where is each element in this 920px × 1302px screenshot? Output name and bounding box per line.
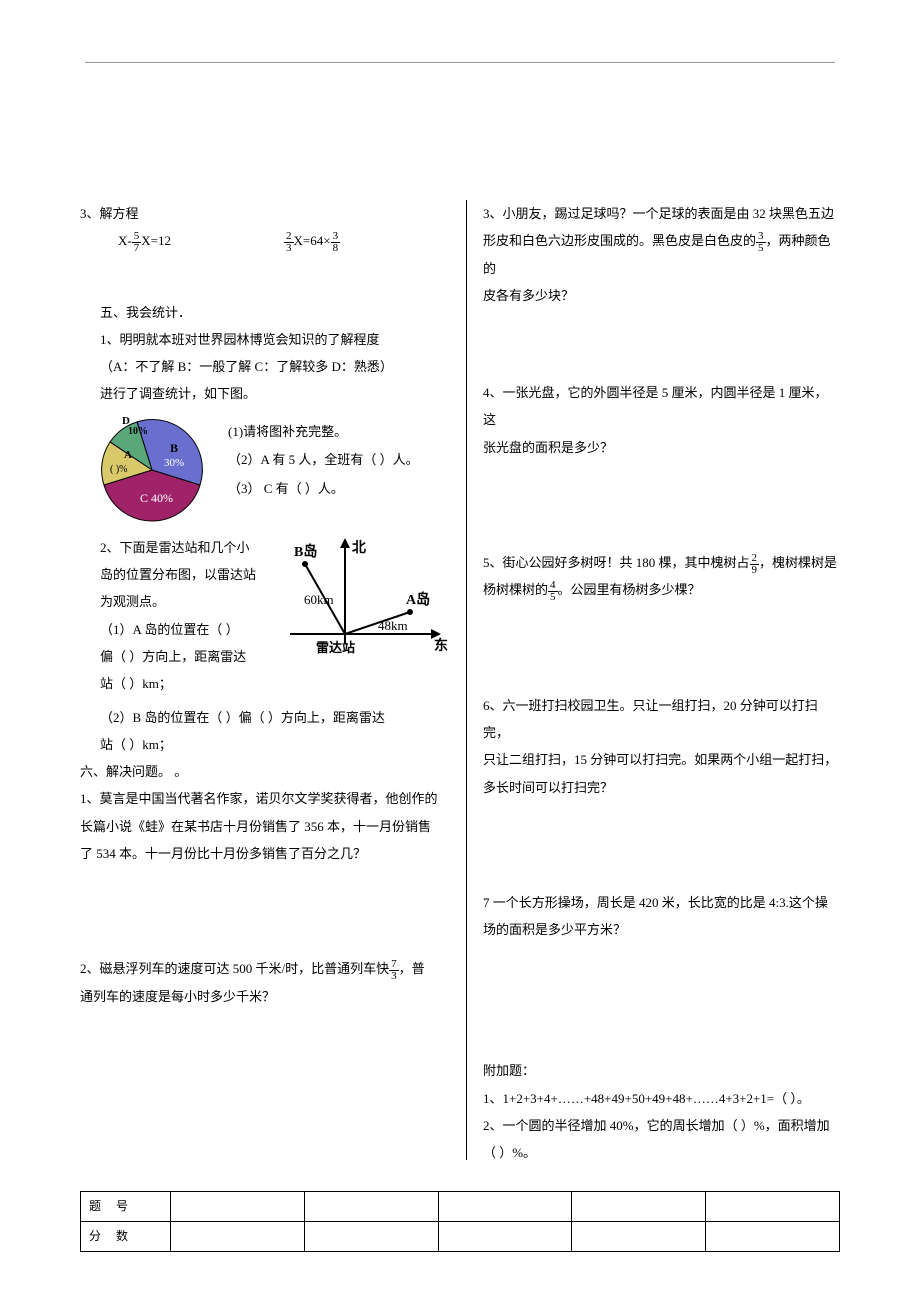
table-cell	[572, 1221, 706, 1251]
pie-chart-block: B 30% C 40% 10% D A ( )% (1)请将图补充完整。 （2）…	[94, 414, 450, 524]
s5-2-2b: 站（ ）km；	[100, 731, 450, 758]
pie-questions: (1)请将图补充完整。 （2）A 有 5 人，全班有（ ）人。 （3） C 有（…	[228, 414, 419, 504]
radar-block: 2、下面是雷达站和几个小 岛的位置分布图，以雷达站 为观测点。 （1）A 岛的位…	[80, 534, 450, 698]
s6-2a: 2、磁悬浮列车的速度可达 500 千米/时，比普通列车快	[80, 961, 389, 976]
table-cell	[572, 1191, 706, 1221]
table-cell	[171, 1221, 305, 1251]
right-column: 3、小朋友，踢过足球吗？一个足球的表面是由 32 块黑色五边 形皮和白色六边形皮…	[467, 200, 840, 1167]
s6-2: 2、磁悬浮列车的速度可达 500 千米/时，比普通列车快73，普	[80, 955, 450, 982]
r3b: 形皮和白色六边形皮围成的。黑色皮是白色皮的	[483, 233, 756, 248]
eq1-pre: X-	[118, 233, 132, 248]
equation-row: X-57X=12 23X=64×38	[80, 227, 450, 254]
svg-text:C 40%: C 40%	[140, 491, 173, 505]
svg-text:48km: 48km	[378, 618, 408, 633]
pie-chart-icon: B 30% C 40% 10% D A ( )%	[94, 414, 214, 524]
eq1-post: X=12	[141, 233, 171, 248]
left-column: 3、解方程 X-57X=12 23X=64×38 五、我会统计． 1、明明就本班…	[80, 200, 466, 1167]
table-cell	[304, 1221, 438, 1251]
r5d: 。公园里有杨树多少棵？	[558, 582, 701, 597]
q3-title: 3、解方程	[80, 200, 450, 227]
radar-text: 2、下面是雷达站和几个小 岛的位置分布图，以雷达站 为观测点。 （1）A 岛的位…	[100, 534, 260, 698]
r4a: 4、一张光盘，它的外圆半径是 5 厘米，内圆半径是 1 厘米，这	[483, 379, 840, 434]
s6-2c: 通列车的速度是每小时多少千米？	[80, 983, 450, 1010]
svg-text:A: A	[124, 449, 132, 461]
r7b: 场的面积是多少平方米？	[483, 916, 840, 943]
s5-2c: 为观测点。	[100, 588, 260, 615]
fraction-icon: 73	[389, 959, 399, 982]
s5-2b: 岛的位置分布图，以雷达站	[100, 561, 260, 588]
svg-text:( )%: ( )%	[110, 464, 128, 475]
svg-text:30%: 30%	[164, 457, 184, 469]
sec5-title: 五、我会统计．	[100, 299, 450, 326]
table-row: 分 数	[81, 1221, 840, 1251]
svg-text:东: 东	[434, 637, 448, 654]
r5a: 5、街心公园好多树呀！共 180 棵，其中槐树占	[483, 555, 750, 570]
svg-text:B: B	[170, 441, 178, 455]
s6-1c: 了 534 本。十一月份比十月份多销售了百分之几？	[80, 840, 450, 867]
section-5: 五、我会统计． 1、明明就本班对世界园林博览会知识的了解程度 （A：不了解 B：…	[80, 299, 450, 408]
svg-text:A岛: A岛	[406, 591, 430, 608]
pie-q3: （3） C 有（ ）人。	[228, 475, 419, 504]
score-table: 题 号 分 数	[80, 1191, 840, 1252]
s5-2-1b: 偏（ ）方向上，距离雷达	[100, 643, 260, 670]
two-column-layout: 3、解方程 X-57X=12 23X=64×38 五、我会统计． 1、明明就本班…	[80, 200, 840, 1167]
r6b: 只让二组打扫，15 分钟可以打扫完。如果两个小组一起打扫，	[483, 746, 840, 773]
svg-text:10%: 10%	[128, 426, 148, 437]
r4b: 张光盘的面积是多少？	[483, 434, 840, 461]
s6-2b: ，普	[399, 961, 425, 976]
table-cell	[438, 1221, 572, 1251]
eq2-mid: X=64×	[294, 233, 331, 248]
extra1: 1、1+2+3+4+……+48+49+50+49+48+……4+3+2+1=（ …	[483, 1085, 840, 1112]
s5-2a: 2、下面是雷达站和几个小	[100, 534, 260, 561]
r3d: 皮各有多少块？	[483, 282, 840, 309]
extra2a: 2、一个圆的半径增加 40%，它的周长增加（ ）%，面积增加	[483, 1112, 840, 1139]
sec6-title: 六、解决问题。 。	[80, 758, 450, 785]
s5-line3: 进行了调查统计，如下图。	[100, 380, 450, 407]
radar-map-icon: B岛 北 A岛 东 雷达站 60km 48km	[260, 534, 450, 684]
extra2b: （ ）%。	[483, 1139, 840, 1166]
svg-text:60km: 60km	[304, 592, 334, 607]
r6a: 6、六一班打扫校园卫生。只让一组打扫，20 分钟可以打扫完，	[483, 692, 840, 747]
equation-2: 23X=64×38	[284, 227, 450, 254]
row-label: 题 号	[81, 1191, 171, 1221]
extra-title: 附加题：	[483, 1057, 840, 1084]
table-row: 题 号	[81, 1191, 840, 1221]
table-cell	[706, 1191, 840, 1221]
r3a: 3、小朋友，踢过足球吗？一个足球的表面是由 32 块黑色五边	[483, 200, 840, 227]
r5b: ，槐树棵树是	[759, 555, 837, 570]
row-label: 分 数	[81, 1221, 171, 1251]
s6-1a: 1、莫言是中国当代著名作家，诺贝尔文学奖获得者，他创作的	[80, 785, 450, 812]
r5-line1: 5、街心公园好多树呀！共 180 棵，其中槐树占29，槐树棵树是	[483, 549, 840, 576]
pie-q2: （2）A 有 5 人，全班有（ ）人。	[228, 446, 419, 475]
table-cell	[438, 1191, 572, 1221]
table-cell	[171, 1191, 305, 1221]
r3-line2: 形皮和白色六边形皮围成的。黑色皮是白色皮的35，两种颜色的	[483, 227, 840, 282]
s5-line1: 1、明明就本班对世界园林博览会知识的了解程度	[100, 326, 450, 353]
equation-1: X-57X=12	[118, 227, 284, 254]
fraction-icon: 57	[132, 231, 142, 254]
s6-1b: 长篇小说《蛙》在某书店十月份销售了 356 本，十一月份销售	[80, 813, 450, 840]
fraction-icon: 45	[548, 580, 558, 603]
s5-2-1a: （1）A 岛的位置在（ ）	[100, 616, 260, 643]
r6c: 多长时间可以打扫完？	[483, 774, 840, 801]
r5c: 杨树棵树的	[483, 582, 548, 597]
r5-line2: 杨树棵树的45。公园里有杨树多少棵？	[483, 576, 840, 603]
svg-text:B岛: B岛	[294, 543, 317, 560]
s5-2-2: （2）B 岛的位置在（ ）偏（ ）方向上，距离雷达	[100, 704, 450, 731]
fraction-icon: 38	[331, 231, 341, 254]
svg-text:北: 北	[352, 540, 366, 556]
fraction-icon: 29	[750, 553, 760, 576]
r7a: 7 一个长方形操场，周长是 420 米，长比宽的比是 4:3.这个操	[483, 889, 840, 916]
svg-text:D: D	[122, 415, 130, 427]
table-cell	[706, 1221, 840, 1251]
table-cell	[304, 1191, 438, 1221]
pie-q1: (1)请将图补充完整。	[228, 418, 419, 447]
svg-text:雷达站: 雷达站	[316, 640, 355, 655]
s5-line2: （A：不了解 B：一般了解 C：了解较多 D：熟悉）	[100, 353, 450, 380]
fraction-icon: 35	[756, 231, 766, 254]
fraction-icon: 23	[284, 231, 294, 254]
s5-2-2-wrap: （2）B 岛的位置在（ ）偏（ ）方向上，距离雷达 站（ ）km；	[80, 704, 450, 759]
header-rule	[85, 62, 835, 63]
s5-2-1c: 站（ ）km；	[100, 670, 260, 697]
